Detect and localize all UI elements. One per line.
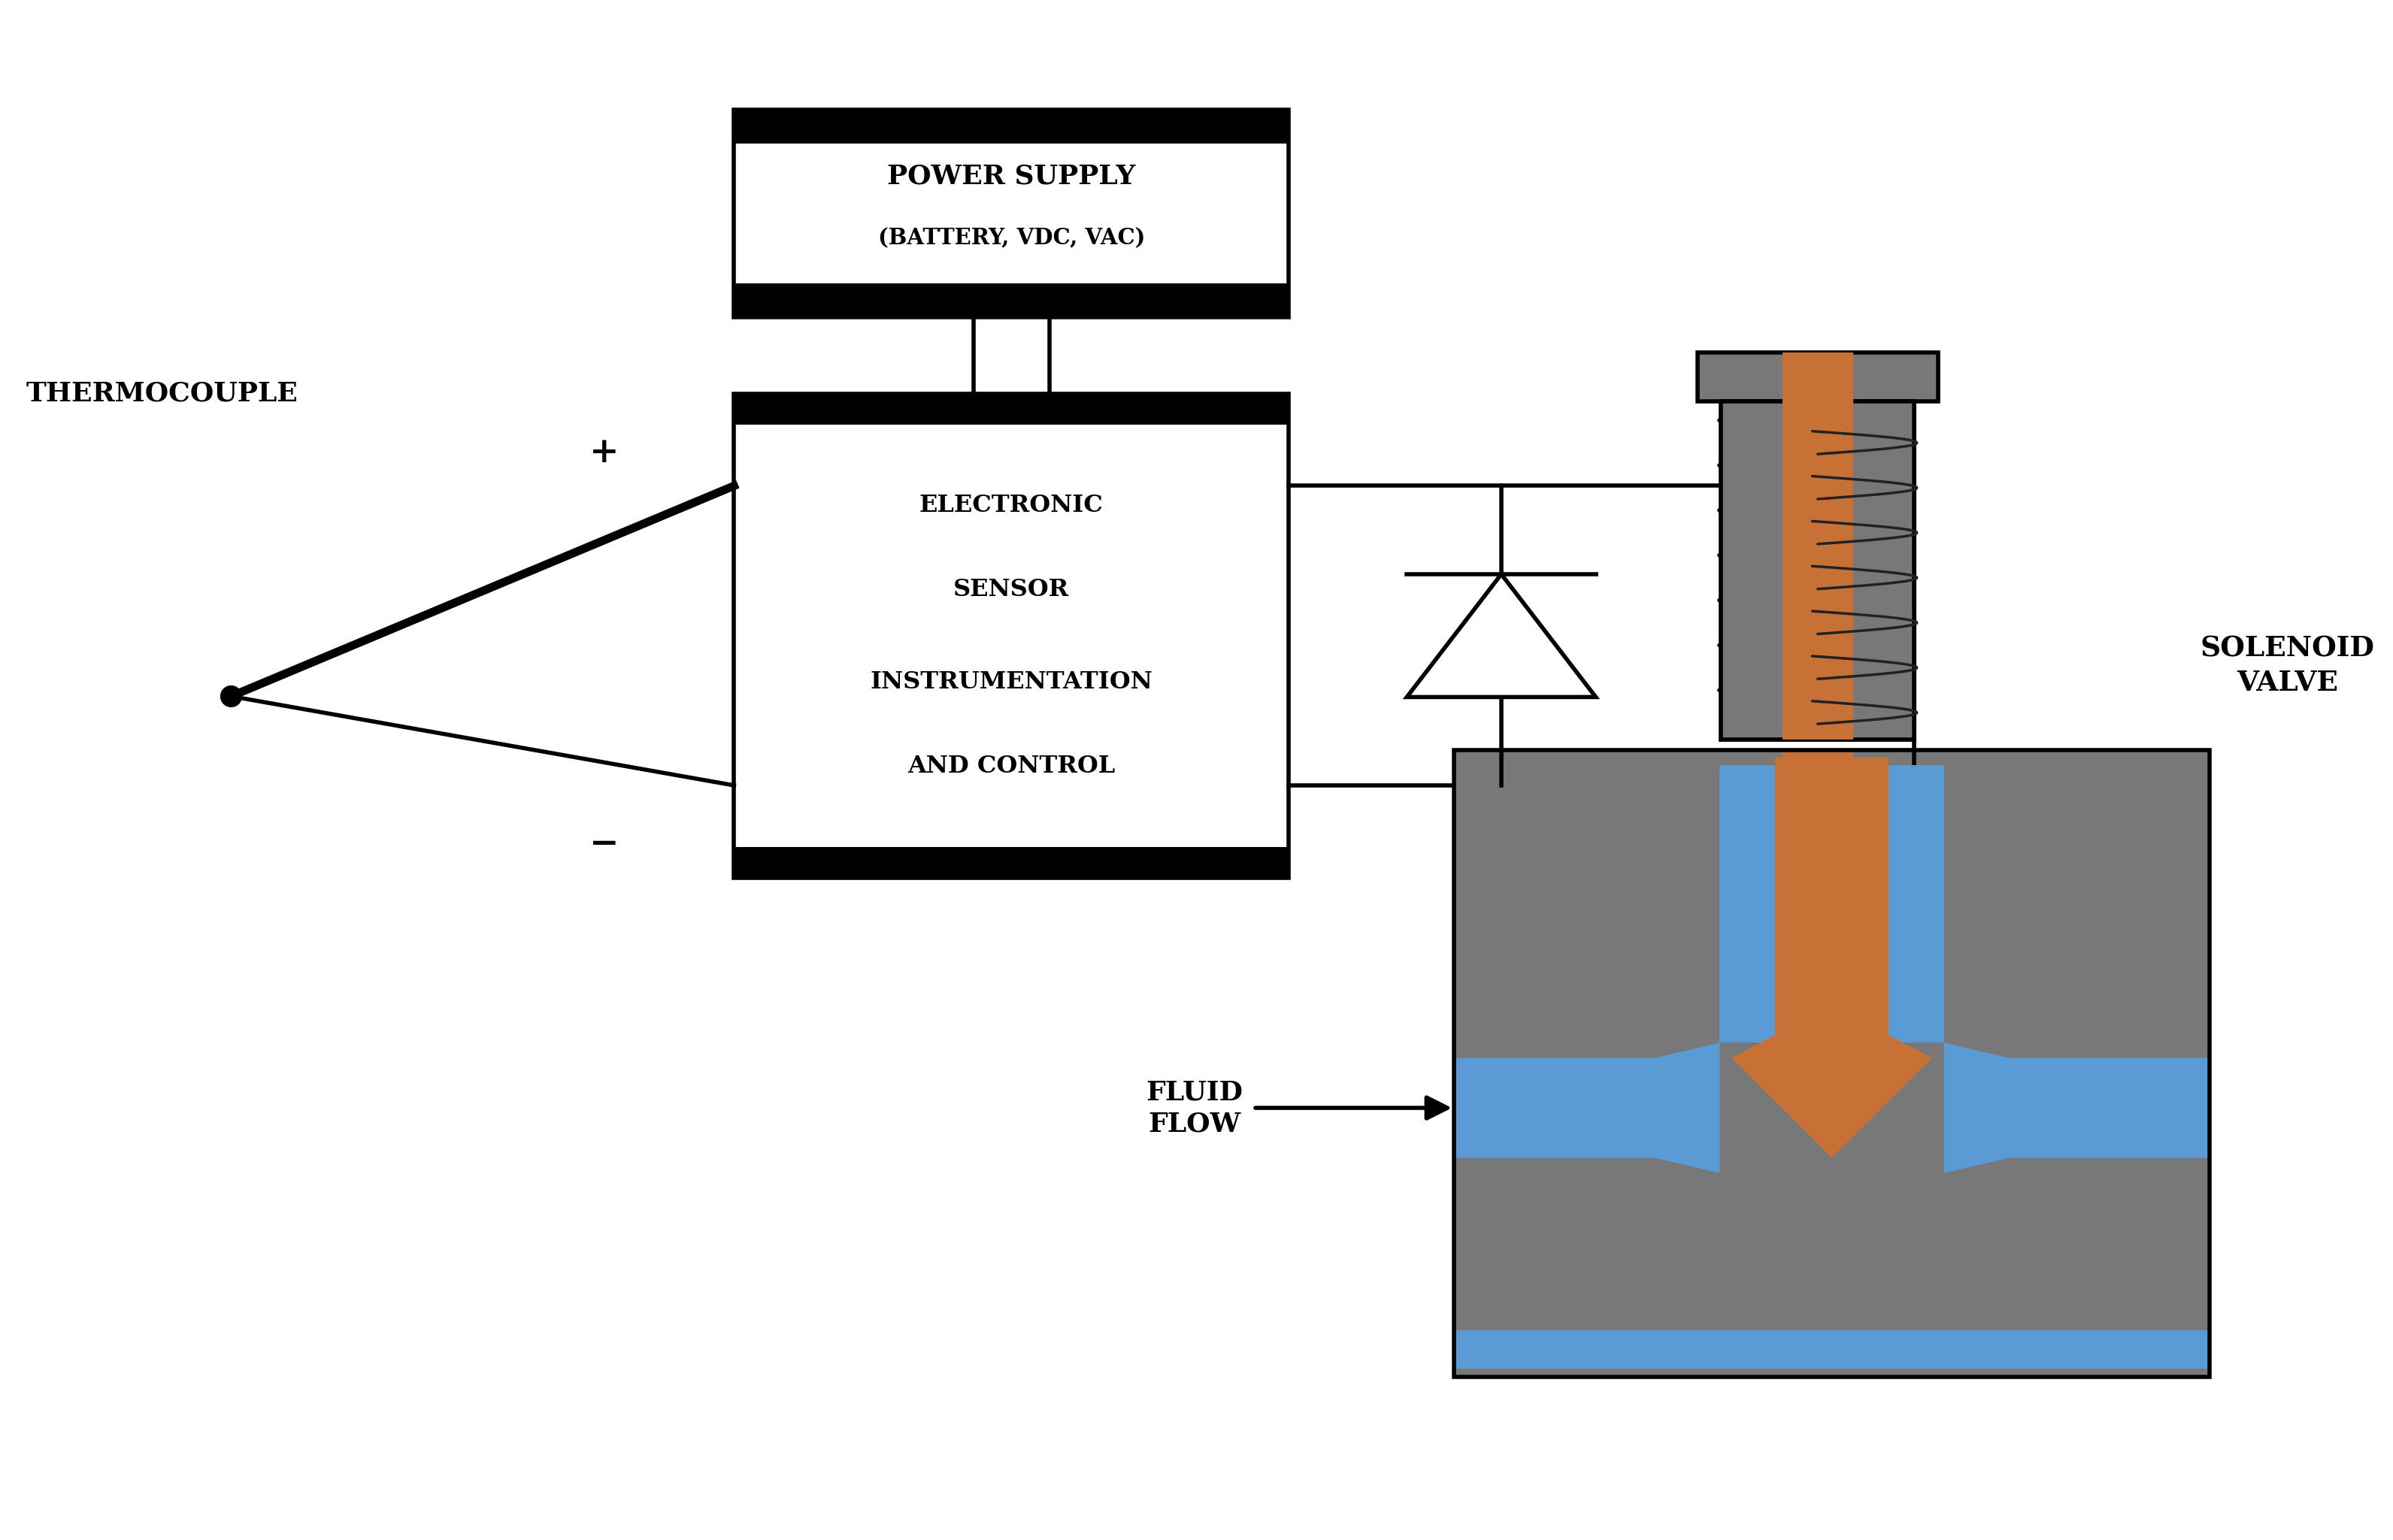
Text: +: + xyxy=(589,434,620,470)
Bar xyxy=(1783,750,1852,1035)
Bar xyxy=(1721,402,1914,739)
Text: SOLENOID
VALVE: SOLENOID VALVE xyxy=(2199,634,2374,696)
Polygon shape xyxy=(1407,574,1596,698)
Text: −: − xyxy=(589,827,620,861)
Bar xyxy=(1697,353,1938,402)
Bar xyxy=(735,847,1290,878)
Bar xyxy=(1721,765,1943,1043)
Text: AND CONTROL: AND CONTROL xyxy=(907,755,1115,778)
Bar xyxy=(1721,402,1914,739)
Text: (BATTERY, VDC, VAC): (BATTERY, VDC, VAC) xyxy=(878,226,1144,249)
Bar xyxy=(1721,402,1914,739)
Bar xyxy=(1455,750,2209,1377)
Bar xyxy=(1776,758,1888,1035)
Bar xyxy=(735,109,1290,317)
Bar xyxy=(1783,353,1852,739)
Bar xyxy=(1721,402,1914,739)
Text: SENSOR: SENSOR xyxy=(952,578,1070,601)
Polygon shape xyxy=(1943,1043,2209,1173)
Bar xyxy=(1697,353,1938,402)
Bar xyxy=(1455,750,2209,1377)
Bar xyxy=(735,394,1290,425)
Bar xyxy=(735,394,1290,878)
Bar xyxy=(735,109,1290,317)
Text: POWER SUPPLY: POWER SUPPLY xyxy=(888,163,1137,189)
Text: FLUID
FLOW: FLUID FLOW xyxy=(1146,1080,1242,1137)
Polygon shape xyxy=(1733,1035,1931,1158)
Bar xyxy=(735,109,1290,143)
Bar xyxy=(735,283,1290,317)
Bar xyxy=(1455,1331,2209,1369)
Bar xyxy=(1783,353,1852,739)
Text: ELECTRONIC: ELECTRONIC xyxy=(919,493,1103,517)
Bar xyxy=(735,394,1290,878)
Polygon shape xyxy=(1455,1043,1721,1173)
Text: INSTRUMENTATION: INSTRUMENTATION xyxy=(871,670,1153,693)
Text: THERMOCOUPLE: THERMOCOUPLE xyxy=(26,380,297,407)
